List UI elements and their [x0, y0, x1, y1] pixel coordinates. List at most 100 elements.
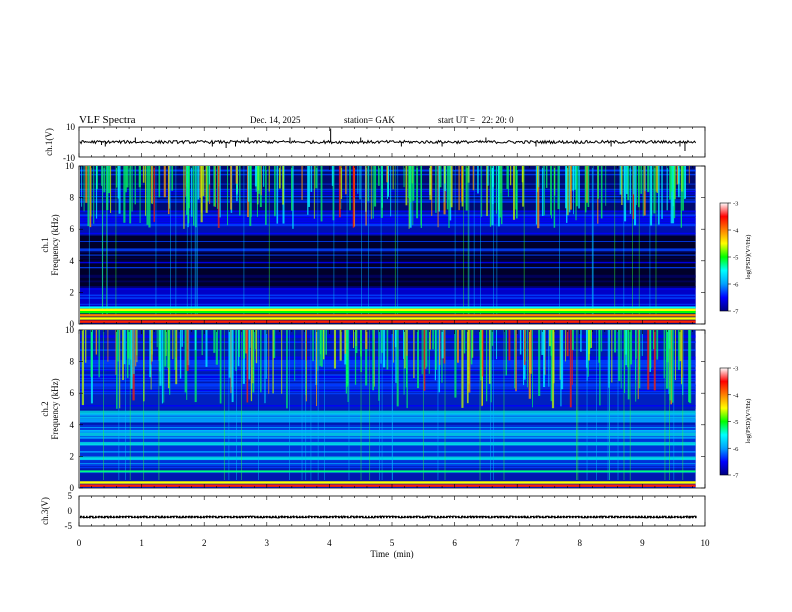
- sferic-streak: [506, 166, 509, 189]
- full-streak: [617, 330, 619, 480]
- spectral-line: [80, 222, 696, 225]
- sferic-streak: [393, 330, 395, 363]
- frequency-tick-label: 8: [70, 357, 75, 367]
- ch3-sample-marker: [677, 515, 679, 519]
- bright-band: [80, 456, 696, 460]
- sferic-streak: [151, 330, 153, 355]
- ch3-waveform-ylabel: ch.3(V): [40, 497, 50, 525]
- frequency-tick-label: 0: [70, 319, 75, 329]
- spectral-line: [80, 285, 696, 288]
- sferic-streak: [421, 330, 423, 375]
- ch3-sample-marker: [605, 515, 607, 519]
- khz1-line: [80, 306, 696, 309]
- ch2-colorbar-label: log(PSD)(V²/Hz): [745, 399, 752, 444]
- sferic-streak: [81, 166, 83, 207]
- ch3-sample-marker: [305, 515, 307, 519]
- ch3-sample-marker: [434, 515, 436, 519]
- colorbar-tick-label: -7: [733, 473, 739, 480]
- ch1-frequency-label: Frequency (kHz): [50, 214, 60, 275]
- sferic-streak: [652, 330, 655, 350]
- ch3-sample-marker: [647, 515, 649, 519]
- full-streak: [236, 330, 237, 480]
- sferic-streak: [150, 166, 153, 204]
- ch3-sample-marker: [539, 515, 541, 519]
- full-streak: [129, 330, 131, 480]
- sferic-streak: [135, 330, 137, 367]
- ch3-sample-marker: [317, 515, 319, 519]
- sferic-streak: [449, 166, 452, 221]
- spectral-line: [80, 287, 696, 290]
- sferic-streak: [566, 330, 569, 357]
- sferic-streak: [291, 166, 293, 211]
- sferic-streak: [87, 166, 90, 227]
- sferic-streak: [636, 166, 637, 206]
- ch3-sample-marker: [290, 515, 292, 519]
- ch3-sample-marker: [128, 515, 130, 519]
- full-streak: [523, 166, 525, 316]
- time-tick-label: 4: [327, 538, 332, 548]
- sferic-streak: [621, 166, 623, 206]
- ch3-waveform-panel: 5 0 -5 ch.3(V): [40, 491, 706, 531]
- ch3-sample-marker: [695, 515, 697, 519]
- full-streak: [592, 166, 594, 316]
- ch3-sample-marker: [284, 515, 286, 519]
- spectral-line: [80, 384, 696, 386]
- sferic-streak: [412, 166, 415, 201]
- sferic-streak: [129, 166, 132, 224]
- spectral-line: [80, 266, 696, 269]
- ch3-sample-marker: [230, 515, 232, 519]
- sferic-streak: [461, 330, 464, 408]
- colorbar-tick-label: -4: [733, 392, 739, 399]
- ch1-waveform-line: [79, 139, 697, 145]
- sferic-streak: [472, 166, 475, 191]
- sferic-streak: [482, 330, 484, 377]
- ch3-sample-marker: [626, 515, 628, 519]
- sferic-streak: [559, 330, 561, 380]
- ch3-sample-marker: [416, 515, 418, 519]
- full-streak: [243, 166, 245, 316]
- full-streak: [106, 166, 107, 316]
- sferic-streak: [307, 166, 309, 215]
- sferic-streak: [637, 330, 639, 400]
- ch3-sample-marker: [269, 515, 271, 519]
- spectral-line: [80, 280, 696, 283]
- ch3-sample-marker: [527, 515, 529, 519]
- ch3-sample-marker: [368, 515, 370, 519]
- sferic-streak: [635, 330, 637, 359]
- ch3-sample-marker: [623, 515, 625, 519]
- full-streak: [664, 330, 666, 480]
- ch3-sample-marker: [461, 515, 463, 519]
- sferic-streak: [395, 330, 397, 383]
- spectral-line: [80, 257, 696, 259]
- sferic-streak: [276, 166, 279, 224]
- sferic-streak: [543, 166, 545, 216]
- sferic-streak: [630, 330, 633, 365]
- sferic-streak: [491, 330, 493, 346]
- sferic-streak: [673, 166, 676, 219]
- full-streak: [586, 330, 588, 480]
- sferic-streak: [625, 330, 627, 366]
- sferic-streak: [443, 166, 446, 215]
- strong-line: [80, 317, 696, 320]
- ch3-sample-marker: [212, 515, 214, 519]
- time-axis-label: Time (min): [370, 549, 413, 559]
- sferic-streak: [553, 330, 555, 384]
- ch3-sample-marker: [521, 515, 523, 519]
- sferic-streak: [345, 166, 347, 195]
- frequency-tick-label: 4: [70, 256, 75, 266]
- full-streak: [479, 330, 481, 480]
- sferic-streak: [268, 330, 270, 394]
- ch3-sample-marker: [599, 515, 601, 519]
- frequency-tick-label: 6: [70, 388, 75, 398]
- time-tick-label: 8: [578, 538, 583, 548]
- sferic-streak: [378, 330, 380, 401]
- sferic-streak: [689, 330, 692, 404]
- sferic-streak: [116, 330, 118, 409]
- sferic-streak: [424, 330, 427, 369]
- sferic-streak: [292, 166, 294, 229]
- ch3-sample-marker: [122, 515, 124, 519]
- sferic-streak: [538, 330, 541, 396]
- full-streak: [106, 166, 108, 316]
- spectral-line: [80, 217, 696, 220]
- ch3-sample-marker: [149, 515, 151, 519]
